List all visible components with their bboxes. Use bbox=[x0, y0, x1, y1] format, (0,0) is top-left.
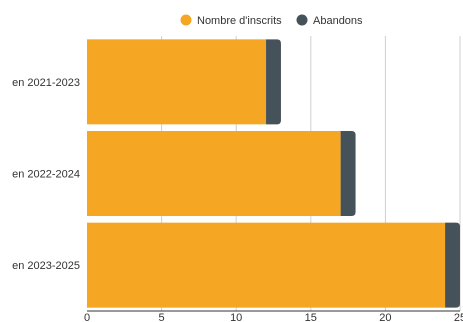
legend-label-inscrits: Nombre d'inscrits bbox=[197, 15, 282, 27]
bar-en-2023-2025-series-1 bbox=[445, 222, 460, 308]
legend-marker-inscrits bbox=[180, 14, 192, 26]
x-tick-label-20: 20 bbox=[379, 312, 391, 322]
bar-en-2021-2023-series-0 bbox=[87, 39, 267, 125]
x-tick-label-10: 10 bbox=[230, 312, 242, 322]
legend-label-abandons: Abandons bbox=[313, 15, 363, 27]
x-tick-label-15: 15 bbox=[305, 312, 317, 322]
y-category-label-0: en 2021-2023 bbox=[12, 77, 80, 89]
x-tick-label-25: 25 bbox=[454, 312, 463, 322]
x-axis-tick-labels: 0 5 10 15 20 25 bbox=[84, 312, 463, 322]
bar-en-2022-2024-series-1 bbox=[340, 131, 356, 216]
x-tick-label-5: 5 bbox=[159, 312, 165, 322]
y-axis-category-labels: en 2021-2023 en 2022-2024 en 2023-2025 bbox=[12, 77, 80, 272]
y-category-label-1: en 2022-2024 bbox=[12, 169, 80, 181]
y-category-label-2: en 2023-2025 bbox=[12, 260, 80, 272]
legend-marker-abandons bbox=[296, 14, 308, 26]
bars bbox=[87, 39, 460, 308]
chart-legend: Nombre d'inscrits Abandons bbox=[180, 14, 363, 27]
bar-en-2022-2024-series-0 bbox=[87, 131, 341, 216]
x-tick-label-0: 0 bbox=[84, 312, 90, 322]
bar-en-2023-2025-series-0 bbox=[87, 222, 446, 308]
bar-en-2021-2023-series-1 bbox=[266, 39, 281, 125]
